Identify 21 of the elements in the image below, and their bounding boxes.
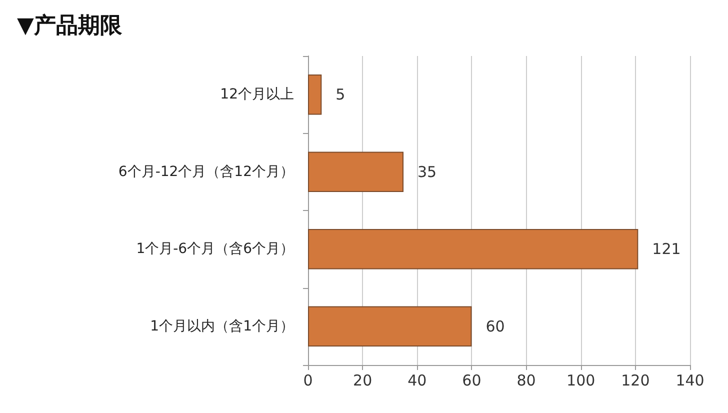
y-tick-label: 12个月以上 (220, 86, 294, 103)
bar (308, 152, 404, 192)
data-label: 35 (418, 162, 437, 181)
x-tick-label: 20 (353, 372, 372, 390)
y-tick-label: 1个月-6个月（含6个月） (136, 241, 294, 258)
x-tick-label: 140 (676, 372, 704, 390)
x-tick-label: 100 (566, 372, 596, 390)
text: ▼产品期限 (17, 12, 123, 38)
data-label: 121 (652, 240, 681, 258)
x-tick-label: 120 (621, 372, 650, 390)
data-label: 60 (486, 317, 505, 336)
y-tick-label: 6个月-12个月（含12个月） (118, 164, 294, 180)
bar (308, 306, 472, 346)
x-tick-label: 40 (408, 372, 427, 390)
x-tick-label: 60 (462, 372, 482, 390)
y-tick-label: 1个月以内（含1个月） (150, 318, 294, 334)
bar (308, 229, 638, 270)
x-tick-label: 80 (516, 372, 536, 390)
bar (308, 74, 322, 115)
x-tick-label: 0 (303, 372, 313, 390)
data-label: 5 (336, 86, 346, 104)
